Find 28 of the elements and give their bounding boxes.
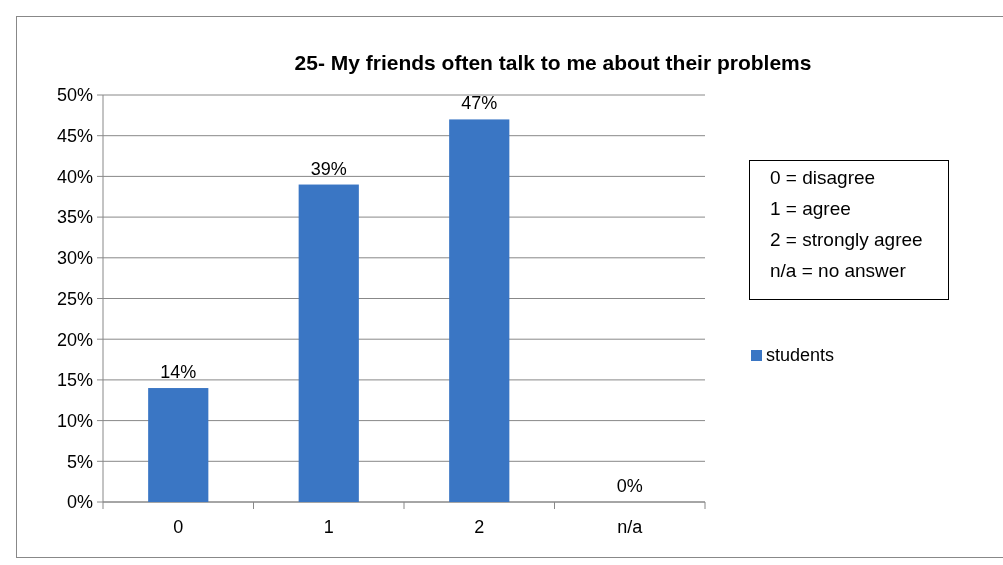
data-label: 47% bbox=[461, 93, 498, 114]
x-tick-label: 0 bbox=[173, 517, 184, 537]
y-tick-label: 5% bbox=[66, 451, 93, 472]
y-tick-label: 45% bbox=[56, 126, 93, 146]
x-tick-label: 1 bbox=[323, 517, 334, 537]
y-tick-label: 35% bbox=[56, 207, 93, 228]
bar bbox=[298, 184, 359, 502]
chart-title: 25- My friends often talk to me about their problems bbox=[294, 51, 812, 74]
text: n/a = no answer bbox=[770, 260, 907, 281]
y-tick-label: 25% bbox=[56, 288, 93, 309]
legend-label: students bbox=[766, 345, 835, 365]
text: 2 = strongly agree bbox=[770, 229, 923, 250]
y-tick-label: 0% bbox=[66, 492, 93, 513]
x-tick-label: 2 bbox=[474, 517, 485, 537]
data-label: 39% bbox=[310, 158, 347, 179]
y-tick-label: 40% bbox=[56, 166, 93, 187]
y-tick-label: 15% bbox=[56, 370, 93, 391]
text: 1 = agree bbox=[770, 198, 851, 219]
data-label: 14% bbox=[160, 362, 197, 383]
y-tick-label: 20% bbox=[56, 329, 93, 350]
x-tick-label: n/a bbox=[617, 517, 644, 537]
bar bbox=[449, 119, 510, 502]
y-tick-label: 30% bbox=[56, 248, 93, 269]
bar bbox=[148, 388, 209, 502]
data-label: 0% bbox=[616, 476, 643, 496]
text: 0 = disagree bbox=[770, 167, 876, 188]
y-tick-label: 10% bbox=[56, 410, 93, 431]
y-tick-label: 50% bbox=[56, 85, 93, 106]
